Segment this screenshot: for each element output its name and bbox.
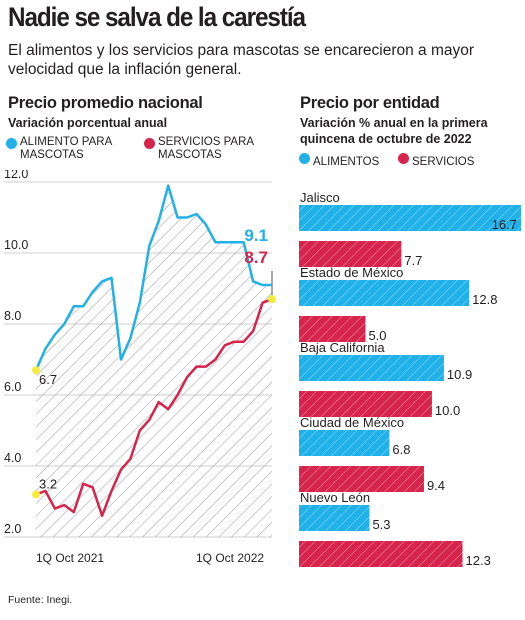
source-note: Fuente: Inegi. [8,594,73,606]
series-line-servicios [35,298,273,517]
bar-chart-subtitle: Variación % anual en la primera quincena… [300,116,488,146]
y-tick-label: 12.0 [4,170,28,181]
bar-hatch [299,205,521,231]
bar-hatch [299,241,402,267]
bar-value-label: 16.7 [492,217,517,232]
legend-alimento: ALIMENTO PARA MASCOTAS [6,136,146,161]
line-chart: 12.0 10.0 8.0 6.0 4.0 2.0 6.7 3.2 9.1 8.7 1Q … [4,170,276,565]
legend-alimento-swatch [6,138,17,149]
legend-alimentos-swatch [299,153,310,164]
legend-alimento-label: ALIMENTO PARA MASCOTAS [20,136,112,161]
y-tick-labels: 12.0 10.0 8.0 6.0 4.0 2.0 [4,170,28,536]
bar-hatch [299,316,366,342]
line-chart-subtitle: Variación porcentual anual [8,116,168,130]
bar-value-label: 12.3 [466,553,491,568]
bar-value-label: 5.3 [372,517,390,532]
category-label: Nuevo León [300,490,370,505]
bar-value-label: 5.0 [368,328,386,343]
category-label: Estado de México [300,265,403,280]
y-tick-label: 10.0 [4,238,28,252]
headline: Nadie se salva de la carestía [8,2,306,32]
series-line-alimento [34,184,272,371]
end-label-alimento: 9.1 [244,226,268,245]
y-tick-label: 6.0 [4,380,21,394]
legend-servicios: SERVICIOS PARA MASCOTAS [144,136,284,161]
legend-servicios-bar-label: SERVICIOS [412,156,475,168]
x-tick-label-2021: 1Q Oct 2021 [36,551,104,565]
bar-hatch [299,466,424,492]
bar-hatch [299,391,432,417]
subheadline: El alimentos y los servicios para mascot… [8,42,475,78]
bar-value-label: 10.9 [447,367,472,382]
start-point-servicios [32,490,40,499]
legend-servicios-bar: SERVICIOS [398,152,474,170]
end-point [268,295,276,304]
bar-hatch [299,355,444,381]
y-tick-label: 2.0 [4,522,21,536]
hatched-area [36,185,272,537]
category-label: Jalisco [300,190,340,205]
legend-alimentos: ALIMENTOS [299,152,379,170]
bar-value-label: 10.0 [435,403,460,418]
legend-servicios-swatch [144,138,155,149]
bar-value-label: 7.7 [404,253,422,268]
end-label-servicios: 8.7 [244,248,268,267]
start-label-alimento: 6.7 [39,372,57,387]
bar-hatch [299,505,370,531]
start-point-alimento [32,366,40,375]
legend-servicios-bar-swatch [398,153,409,164]
bar-hatch [299,280,470,306]
bar-value-label: 9.4 [427,478,445,493]
y-tick-label: 4.0 [4,451,21,465]
category-label: Ciudad de México [300,415,404,430]
bar-hatch [299,430,390,456]
legend-alimentos-label: ALIMENTOS [313,156,380,168]
bar-hatch [299,541,463,567]
bar-chart-title: Precio por entidad [300,94,440,112]
bar-value-label: 6.8 [392,442,410,457]
bar-value-label: 12.8 [472,292,497,307]
x-tick-label-2022: 1Q Oct 2022 [196,551,264,565]
y-tick-label: 8.0 [4,309,21,323]
start-label-servicios: 3.2 [39,476,57,491]
line-chart-title: Precio promedio nacional [8,94,203,112]
category-label: Baja California [300,340,385,355]
legend-servicios-label: SERVICIOS PARA MASCOTAS [158,136,254,161]
